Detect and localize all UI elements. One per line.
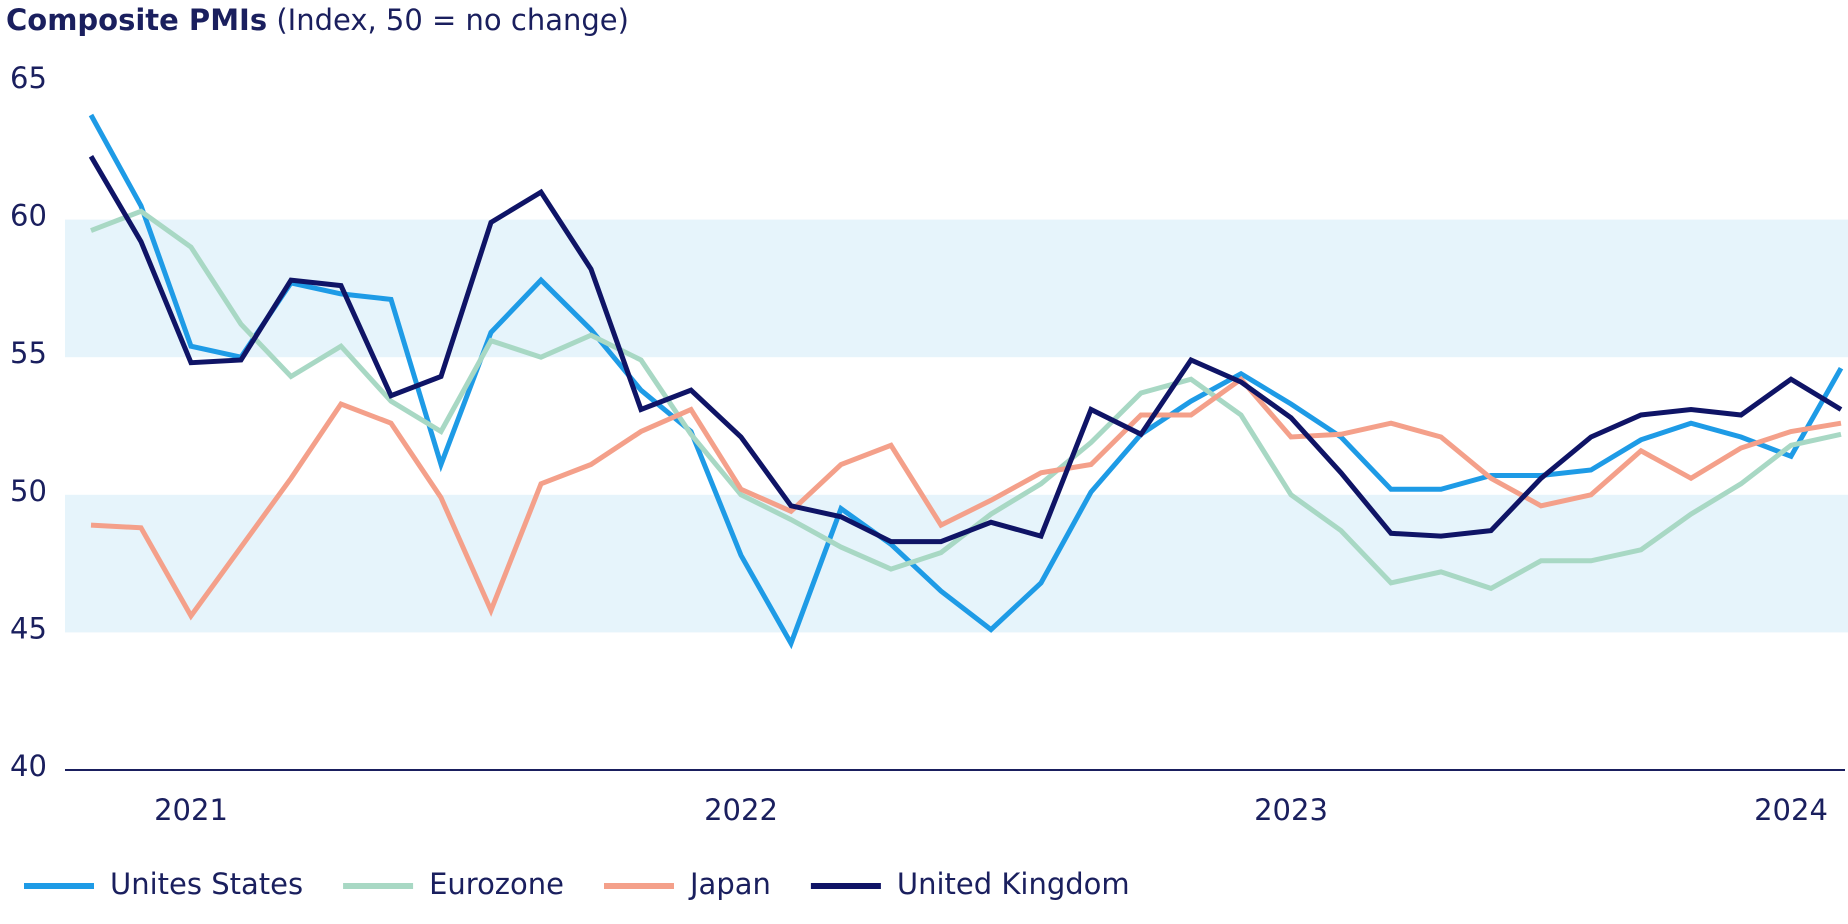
legend-label: Japan <box>688 867 771 901</box>
legend-label: Unites States <box>110 867 303 901</box>
y-tick-label: 65 <box>10 61 47 95</box>
y-tick-label: 45 <box>10 611 47 645</box>
series-line <box>90 375 1842 621</box>
chart-title: Composite PMIs <box>6 3 267 37</box>
x-tick-label: 2023 <box>1254 793 1328 827</box>
series-line <box>88 155 1843 545</box>
x-tick-label: 2022 <box>704 793 778 827</box>
title-line: Composite PMIs (Index, 50 = no change) <box>6 3 629 37</box>
y-tick-label: 60 <box>10 199 47 233</box>
legend-label: Eurozone <box>429 867 564 901</box>
chart-subtitle: (Index, 50 = no change) <box>276 3 629 37</box>
y-tick-label: 55 <box>10 336 47 370</box>
y-tick-label: 40 <box>10 749 47 783</box>
y-tick-label: 50 <box>10 474 47 508</box>
legend-label: United Kingdom <box>897 867 1130 901</box>
x-tick-label: 2024 <box>1754 793 1828 827</box>
x-tick-label: 2021 <box>154 793 228 827</box>
shaded-band <box>65 219 1848 358</box>
